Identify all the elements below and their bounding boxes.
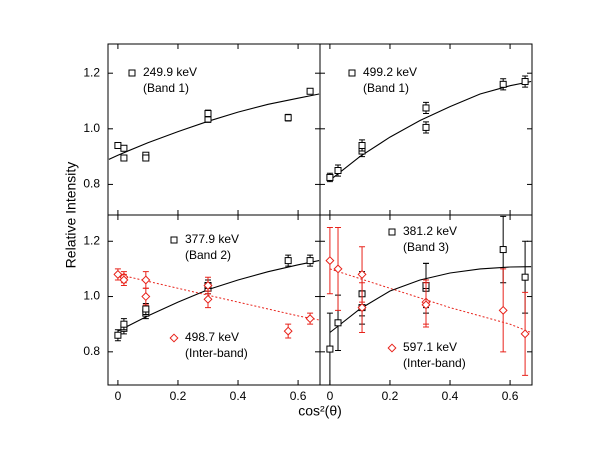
legend-label: 597.1 keV [403, 340, 457, 354]
data-point [421, 300, 431, 310]
data-point [306, 257, 314, 265]
plot-frame [319, 214, 533, 386]
data-point [334, 319, 342, 327]
data-point [203, 280, 213, 290]
data-point [142, 154, 150, 162]
fit-curve [108, 93, 320, 160]
data-point [120, 144, 128, 152]
legend-label: 381.2 keV [403, 224, 457, 238]
legend-marker [348, 69, 356, 77]
data-point [204, 110, 212, 118]
legend-marker [128, 69, 136, 77]
legend-marker [388, 228, 396, 236]
x-tick-label: 0.2 [170, 389, 187, 403]
legend-band: (Band 1) [143, 81, 189, 95]
y-tick-label: 1.2 [83, 65, 100, 79]
data-point [141, 275, 151, 285]
panel: 0.8 1.0 1.2 0 0.2 0.4 0.6 377.9 keV (Band 2) 498.… [83, 214, 321, 403]
data-point [203, 294, 213, 304]
legend-band: (Inter-band) [185, 346, 248, 360]
y-tick-label: 1.2 [83, 233, 100, 247]
legend-label: 377.9 keV [185, 232, 239, 246]
data-point [306, 87, 314, 95]
data-point [120, 320, 128, 328]
y-axis-title: Relative Intensity [63, 162, 79, 269]
data-point [119, 275, 129, 285]
x-tick-label: 0.4 [230, 389, 247, 403]
data-point [499, 80, 507, 88]
data-point [142, 305, 150, 313]
data-point [498, 305, 508, 315]
legend-label: 498.7 keV [185, 330, 239, 344]
x-tick-label: 0.4 [442, 389, 459, 403]
data-point [422, 104, 430, 112]
data-point [357, 303, 367, 313]
y-tick-label: 0.8 [83, 177, 100, 191]
x-tick-label: 0 [115, 389, 122, 403]
fit-curve [329, 80, 532, 181]
data-point [283, 326, 293, 336]
legend-label: 249.9 keV [143, 65, 197, 79]
data-point [114, 331, 122, 339]
data-point [499, 246, 507, 254]
panel: 0.8 1.0 1.2 249.9 keV (Band 1) [83, 43, 321, 216]
data-point [141, 292, 151, 302]
x-tick-label: 0 [327, 389, 334, 403]
data-point [520, 329, 530, 339]
data-point [334, 167, 342, 175]
x-axis-title: cos²(θ) [298, 403, 342, 419]
x-tick-label: 0.6 [290, 389, 307, 403]
legend-band: (Band 3) [403, 240, 449, 254]
legend-label: 499.2 keV [363, 65, 417, 79]
fit-curve [117, 260, 320, 332]
data-point [357, 269, 367, 279]
x-tick-label: 0.2 [382, 389, 399, 403]
data-point [326, 173, 334, 181]
data-point [333, 264, 343, 274]
data-point [113, 269, 123, 279]
fit-curve [329, 268, 532, 333]
y-tick-label: 0.8 [83, 344, 100, 358]
data-point [521, 273, 529, 281]
data-point [120, 154, 128, 162]
panel: 0 0.2 0.4 0.6 381.2 keV (Band 3) 597.1 keV (Int… [319, 214, 533, 403]
legend-marker [170, 236, 178, 244]
data-point [114, 141, 122, 149]
data-point [326, 345, 334, 353]
data-point [422, 123, 430, 131]
data-point [284, 114, 292, 122]
data-point [305, 314, 315, 324]
data-point [521, 78, 529, 86]
y-tick-label: 1.0 [83, 121, 100, 135]
data-point [358, 141, 366, 149]
legend-marker [169, 333, 179, 343]
legend-band: (Band 2) [185, 248, 231, 262]
data-point [325, 256, 335, 266]
x-tick-label: 0.6 [502, 389, 519, 403]
panel: 499.2 keV (Band 1) [319, 43, 533, 216]
plot-frame [107, 43, 321, 216]
legend-band: (Inter-band) [403, 356, 466, 370]
legend-band: (Band 1) [363, 81, 409, 95]
data-point [284, 257, 292, 265]
y-tick-label: 1.0 [83, 289, 100, 303]
legend-marker [387, 343, 397, 353]
